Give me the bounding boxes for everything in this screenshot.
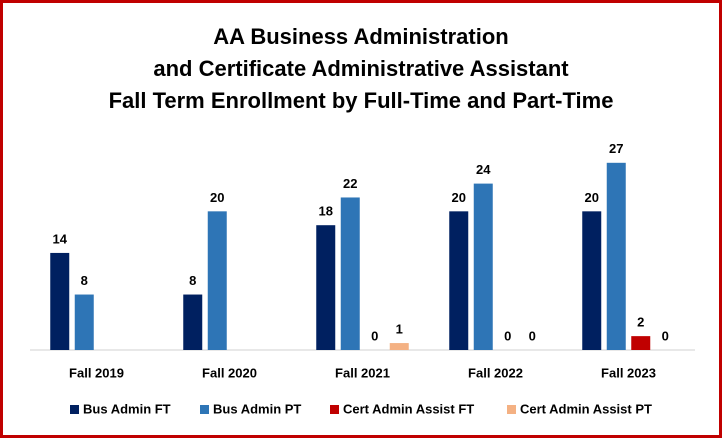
x-tick-label: Fall 2019 (69, 365, 124, 380)
legend-swatch (330, 405, 339, 414)
legend-swatch (200, 405, 209, 414)
x-tick-label: Fall 2022 (468, 365, 523, 380)
value-label: 20 (585, 190, 599, 205)
legend-label: Cert Admin Assist FT (343, 401, 474, 416)
value-label: 0 (662, 328, 669, 343)
bar (631, 336, 651, 350)
value-label: 8 (189, 273, 196, 288)
value-label: 20 (452, 190, 466, 205)
value-label: 2 (637, 315, 644, 330)
value-label: 14 (53, 231, 68, 246)
legend-swatch (70, 405, 79, 414)
bar (340, 197, 360, 350)
bar (449, 211, 469, 350)
legend-swatch (507, 405, 516, 414)
value-label: 8 (81, 273, 88, 288)
legend-label: Cert Admin Assist PT (520, 401, 652, 416)
bar (74, 294, 94, 350)
value-label: 22 (343, 176, 357, 191)
value-label: 0 (371, 328, 378, 343)
value-label: 0 (529, 328, 536, 343)
bar (473, 183, 493, 350)
chart-title: Fall Term Enrollment by Full-Time and Pa… (109, 88, 614, 113)
bar (50, 252, 70, 350)
value-label: 1 (396, 322, 403, 337)
bar (606, 162, 626, 350)
bar (207, 211, 227, 350)
bar (389, 343, 409, 350)
value-label: 20 (210, 190, 224, 205)
chart-title: AA Business Administration (213, 24, 508, 49)
value-label: 27 (609, 141, 623, 156)
x-tick-label: Fall 2021 (335, 365, 390, 380)
value-label: 0 (504, 328, 511, 343)
chart-title: and Certificate Administrative Assistant (153, 56, 569, 81)
value-label: 18 (319, 204, 333, 219)
legend-label: Bus Admin FT (83, 401, 171, 416)
x-tick-label: Fall 2023 (601, 365, 656, 380)
value-label: 24 (476, 162, 491, 177)
bar (183, 294, 203, 350)
bar (582, 211, 602, 350)
bar (316, 225, 336, 350)
legend-label: Bus Admin PT (213, 401, 301, 416)
x-tick-label: Fall 2020 (202, 365, 257, 380)
